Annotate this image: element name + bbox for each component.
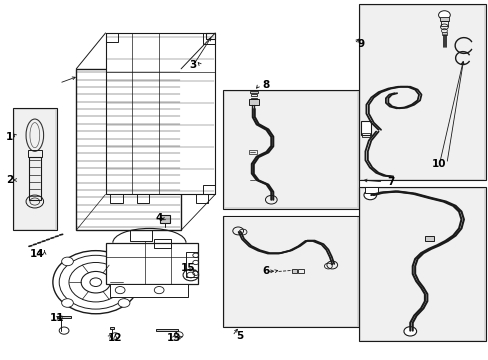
Bar: [203, 185, 215, 194]
Text: 7: 7: [386, 177, 394, 187]
Bar: [249, 99, 259, 105]
Bar: [105, 33, 118, 42]
Circle shape: [118, 299, 130, 307]
Bar: [195, 194, 207, 203]
Bar: [249, 91, 257, 93]
Bar: [206, 33, 215, 40]
Bar: [424, 236, 433, 241]
Bar: [292, 269, 297, 273]
Text: 13: 13: [166, 333, 181, 343]
Bar: [110, 327, 114, 329]
Bar: [360, 121, 370, 135]
Bar: [358, 187, 485, 341]
Bar: [110, 194, 122, 203]
Text: 2: 2: [6, 175, 13, 185]
Bar: [137, 194, 149, 203]
Circle shape: [61, 299, 73, 307]
Circle shape: [438, 11, 449, 19]
Circle shape: [53, 251, 139, 314]
Circle shape: [61, 257, 73, 266]
Bar: [160, 215, 169, 223]
Circle shape: [403, 327, 416, 336]
Bar: [250, 94, 257, 96]
Circle shape: [363, 190, 376, 200]
Bar: [154, 239, 171, 248]
Bar: [13, 108, 57, 230]
Bar: [57, 316, 71, 318]
Text: 4: 4: [155, 213, 163, 222]
Text: 1: 1: [6, 132, 13, 142]
Text: 9: 9: [357, 39, 365, 49]
Bar: [440, 22, 447, 26]
Text: 5: 5: [236, 331, 243, 341]
Bar: [29, 157, 41, 200]
Bar: [156, 329, 177, 331]
Bar: [360, 6, 483, 179]
Bar: [360, 189, 483, 340]
Circle shape: [118, 257, 130, 266]
Bar: [439, 17, 448, 22]
Bar: [358, 4, 485, 180]
Bar: [110, 284, 188, 297]
Bar: [365, 187, 377, 193]
Bar: [105, 243, 198, 284]
Bar: [250, 98, 257, 99]
Bar: [105, 33, 215, 194]
Bar: [224, 217, 356, 325]
Bar: [185, 252, 198, 277]
Bar: [298, 269, 304, 273]
Text: 11: 11: [49, 313, 64, 323]
Bar: [76, 69, 181, 230]
Bar: [361, 134, 369, 137]
Text: 12: 12: [108, 333, 122, 343]
Bar: [222, 90, 358, 209]
Text: 10: 10: [431, 159, 446, 169]
Text: 3: 3: [189, 60, 197, 70]
Bar: [441, 32, 446, 35]
Text: 8: 8: [262, 80, 269, 90]
Text: 15: 15: [181, 263, 195, 273]
Bar: [28, 150, 41, 157]
Bar: [224, 92, 356, 207]
Bar: [130, 230, 152, 241]
Text: 6: 6: [262, 266, 269, 276]
Bar: [248, 150, 256, 154]
Bar: [15, 110, 55, 229]
Bar: [222, 216, 358, 327]
Text: 14: 14: [30, 248, 44, 258]
Bar: [203, 33, 215, 44]
